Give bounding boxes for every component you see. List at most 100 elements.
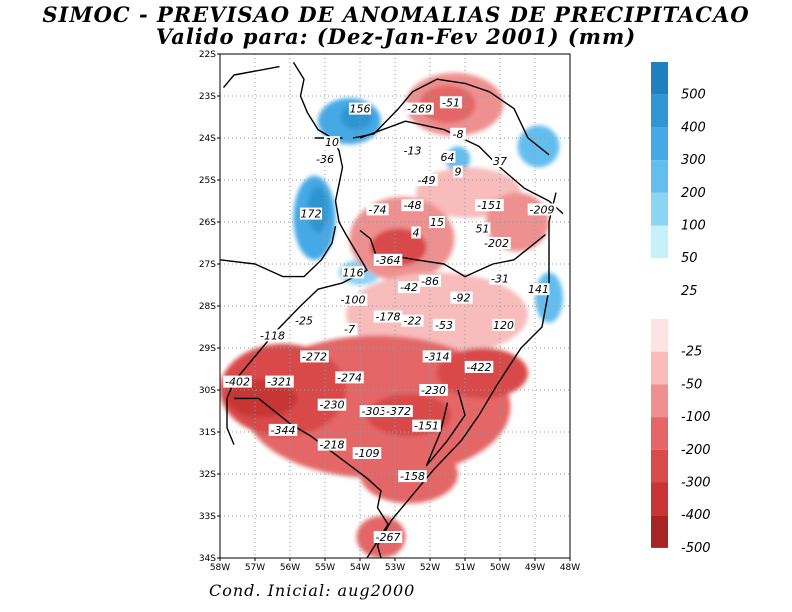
border-line: [425, 389, 466, 467]
value-label: 172: [299, 207, 323, 221]
colorbar-negative-label: -25: [681, 345, 702, 360]
lon-tick-label: 53W: [385, 563, 405, 573]
value-label-bg: [341, 266, 365, 279]
value-label-text: -272: [302, 350, 327, 363]
value-label-text: -151: [414, 420, 439, 433]
lon-tick-label: 58W: [210, 563, 230, 573]
value-label-text: -13: [404, 145, 422, 158]
value-label-bg: [317, 438, 347, 451]
value-label-bg: [419, 384, 448, 396]
colorbar-positive-swatch: [651, 192, 668, 226]
value-label: -22: [401, 314, 424, 328]
lat-tick-label: 25S: [199, 176, 216, 186]
value-label-text: -402: [225, 376, 250, 389]
value-label-bg: [475, 199, 504, 212]
value-label: -8: [450, 127, 466, 141]
colorbar-negative-label: -400: [681, 508, 711, 523]
value-label-bg: [439, 150, 456, 163]
value-label-text: 37: [493, 155, 507, 168]
value-label: -109: [352, 447, 382, 460]
value-label-text: -269: [407, 103, 432, 116]
value-label-bg: [464, 360, 494, 373]
colorbar-positive-swatch: [651, 258, 668, 291]
value-label: -36: [313, 153, 337, 166]
red-region-southwest-core: [227, 379, 297, 418]
value-label-bg: [429, 216, 445, 228]
value-label: -269: [405, 102, 434, 116]
lat-tick-label: 32S: [199, 470, 216, 480]
value-label: -230: [317, 398, 347, 412]
value-label-text: 116: [343, 266, 364, 279]
colorbar-negative-label: -50: [681, 377, 702, 392]
value-label-bg: [300, 350, 329, 363]
value-label-bg: [401, 144, 424, 157]
value-label-bg: [384, 405, 413, 417]
value-label-bg: [258, 329, 287, 342]
value-label-text: -86: [421, 275, 439, 288]
value-label-bg: [411, 226, 421, 239]
colorbar-positive-swatch: [651, 62, 668, 95]
value-label-bg: [450, 291, 473, 304]
value-label-text: -344: [271, 424, 296, 437]
border-line: [234, 397, 389, 558]
value-label-text: -422: [467, 361, 492, 374]
value-label: -31: [488, 272, 512, 286]
border-line: [376, 192, 557, 558]
value-label: 156: [348, 102, 372, 116]
border-line: [359, 120, 564, 215]
value-label-text: -109: [355, 447, 380, 460]
lat-tick-label: 27S: [199, 260, 216, 270]
value-label: -267: [373, 531, 403, 544]
value-label: 64: [439, 150, 456, 164]
colorbar-negative-swatch: [651, 417, 668, 450]
colorbar-negative-label: -300: [681, 476, 711, 491]
value-label-bg: [223, 375, 252, 388]
value-label-text: -118: [260, 329, 285, 342]
value-label-text: 141: [528, 283, 549, 296]
value-label-text: 15: [430, 216, 444, 229]
colorbar-positive-label: 50: [681, 251, 698, 266]
value-label-bg: [324, 136, 340, 149]
value-label-text: -48: [404, 199, 422, 212]
value-label-text: 156: [350, 103, 371, 116]
colorbar-negative-swatch: [651, 482, 668, 516]
value-label: -92: [450, 291, 473, 305]
value-label-text: -267: [376, 531, 401, 544]
value-label-bg: [415, 174, 438, 186]
border-line: [222, 65, 280, 89]
value-label-text: -321: [267, 376, 292, 389]
value-label-bg: [527, 203, 557, 216]
value-label-text: -178: [376, 311, 401, 324]
initial-condition-note: Cond. Inicial: aug2000: [209, 581, 416, 600]
value-label-bg: [265, 375, 294, 388]
value-label-text: 51: [476, 222, 490, 235]
value-label: -274: [335, 371, 364, 384]
value-label-text: -8: [453, 128, 464, 141]
lon-tick-label: 57W: [245, 563, 265, 573]
value-label: -314: [422, 350, 452, 363]
colorbar-positive-label: 25: [681, 284, 698, 299]
lon-tick-label: 51W: [455, 563, 475, 573]
value-label-bg: [299, 207, 323, 220]
value-label: -272: [300, 350, 329, 363]
value-label-text: -364: [376, 254, 401, 267]
value-label-bg: [492, 318, 515, 331]
lat-tick-label: 29S: [199, 344, 216, 354]
value-label: -364: [373, 254, 403, 267]
value-label: -402: [223, 375, 252, 389]
value-label-text: -51: [442, 96, 460, 109]
colorbar-negative-swatch: [651, 384, 668, 418]
value-label-bg: [482, 237, 511, 249]
value-label: 51: [474, 222, 491, 235]
value-label: -100: [338, 293, 368, 307]
colorbar-positive-swatch: [651, 127, 668, 161]
value-label-text: -372: [386, 405, 411, 418]
lon-tick-label: 55W: [315, 563, 335, 573]
value-label-text: -230: [421, 384, 446, 397]
value-label-bg: [359, 405, 389, 417]
value-label: -53: [432, 318, 456, 332]
colorbar-positive-swatch: [651, 94, 668, 128]
red-region-28S: [346, 272, 528, 357]
value-label: -118: [258, 329, 287, 342]
value-label: -74: [366, 203, 389, 216]
